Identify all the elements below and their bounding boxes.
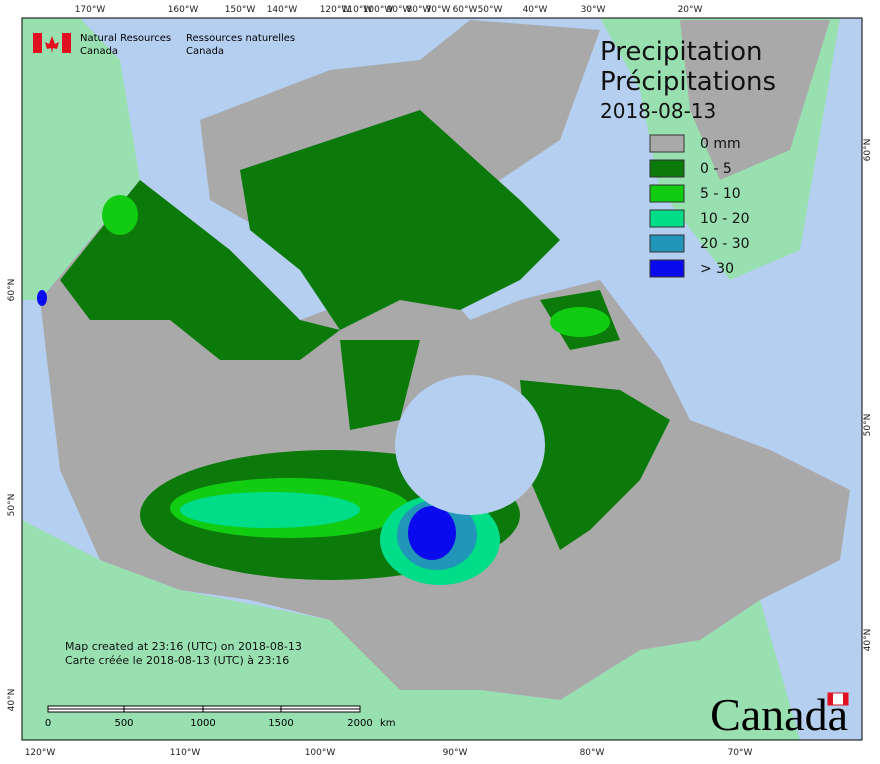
legend-label: 0 mm bbox=[700, 136, 741, 152]
longitude-label: 80°W bbox=[407, 5, 432, 15]
legend-label: 5 - 10 bbox=[700, 186, 741, 202]
precip-area bbox=[340, 340, 420, 430]
latitude-label: 50°N bbox=[7, 494, 17, 517]
legend-label: 20 - 30 bbox=[700, 236, 750, 252]
alaska bbox=[22, 18, 140, 300]
legend-label: 0 - 5 bbox=[700, 161, 732, 177]
latitude-label: 60°N bbox=[7, 279, 17, 302]
longitude-label: 40°W bbox=[523, 5, 548, 15]
legend: 0 mm 0 - 5 5 - 10 10 - 20 20 - 30 > 30 bbox=[649, 134, 750, 278]
longitude-label: 70°W bbox=[426, 5, 451, 15]
precip-area bbox=[37, 290, 47, 306]
scale-unit: km bbox=[380, 718, 396, 729]
hudson-bay bbox=[395, 375, 545, 515]
greenland-ice bbox=[680, 20, 830, 180]
precip-area bbox=[102, 195, 138, 235]
legend-label: 10 - 20 bbox=[700, 211, 750, 227]
header: Natural Resources Canada Ressources natu… bbox=[33, 33, 295, 57]
title-fr: Précipitations bbox=[600, 67, 776, 97]
flag-bar bbox=[33, 33, 42, 53]
wordmark-flag-bar bbox=[843, 693, 848, 705]
scale-label: 2000 bbox=[347, 718, 372, 729]
legend-swatch bbox=[649, 259, 685, 278]
legend-swatch bbox=[649, 159, 685, 178]
scale-bar: 0 500 1000 1500 2000 km bbox=[45, 705, 396, 729]
precip-area bbox=[550, 307, 610, 337]
longitude-label: 100°W bbox=[363, 5, 394, 15]
longitude-label: 140°W bbox=[267, 5, 298, 15]
longitude-label: 110°W bbox=[170, 748, 201, 758]
longitude-label: 100°W bbox=[305, 748, 336, 758]
longitude-label: 120°W bbox=[320, 5, 351, 15]
precip-area bbox=[240, 110, 560, 330]
country-fr: Canada bbox=[186, 46, 224, 57]
longitude-label: 160°W bbox=[168, 5, 199, 15]
longitude-label: 80°W bbox=[580, 748, 605, 758]
precip-area bbox=[408, 506, 456, 560]
title-en: Precipitation bbox=[600, 37, 763, 67]
agency-en: Natural Resources bbox=[80, 33, 171, 44]
precip-area bbox=[180, 492, 360, 528]
latitude-label: 40°N bbox=[7, 689, 17, 712]
scale-label: 500 bbox=[114, 718, 133, 729]
legend-label: > 30 bbox=[700, 261, 734, 277]
wordmark-flag-bar bbox=[828, 693, 833, 705]
wordmark: Canada bbox=[710, 689, 848, 740]
flag-leaf bbox=[45, 36, 59, 53]
longitude-label: 50°W bbox=[478, 5, 503, 15]
legend-swatch bbox=[649, 209, 685, 228]
legend-swatch bbox=[649, 184, 685, 203]
graticule-labels: 170°W 160°W 150°W 140°W 120°W110°W100°W90°W8… bbox=[7, 5, 873, 758]
united-states bbox=[22, 520, 800, 740]
longitude-label: 70°W bbox=[728, 748, 753, 758]
scale-label: 1500 bbox=[268, 718, 293, 729]
longitude-label: 150°W bbox=[225, 5, 256, 15]
agency-fr: Ressources naturelles bbox=[186, 33, 295, 44]
scale-label: 1000 bbox=[190, 718, 215, 729]
scale-label: 0 bbox=[45, 718, 51, 729]
longitude-label: 90°W bbox=[387, 5, 412, 15]
footnote-fr: Carte créée le 2018-08-13 (UTC) à 23:16 bbox=[65, 654, 289, 667]
latitude-label: 40°N bbox=[863, 629, 873, 652]
latitude-label: 60°N bbox=[863, 139, 873, 162]
longitude-label: 30°W bbox=[581, 5, 606, 15]
flag-bar bbox=[62, 33, 71, 53]
map-frame bbox=[21, 17, 863, 741]
longitude-label: 20°W bbox=[678, 5, 703, 15]
latitude-label: 50°N bbox=[863, 414, 873, 437]
longitude-label: 60°W bbox=[453, 5, 478, 15]
map-area bbox=[22, 18, 862, 740]
longitude-label: 120°W bbox=[25, 748, 56, 758]
longitude-label: 170°W bbox=[75, 5, 106, 15]
precip-area bbox=[520, 380, 670, 550]
longitude-label: 90°W bbox=[443, 748, 468, 758]
footnote-en: Map created at 23:16 (UTC) on 2018-08-13 bbox=[65, 640, 302, 653]
title-date: 2018-08-13 bbox=[600, 99, 716, 123]
legend-swatch bbox=[649, 234, 685, 253]
longitude-label: 110°W bbox=[342, 5, 373, 15]
country-en: Canada bbox=[80, 46, 118, 57]
legend-swatch bbox=[649, 134, 685, 153]
